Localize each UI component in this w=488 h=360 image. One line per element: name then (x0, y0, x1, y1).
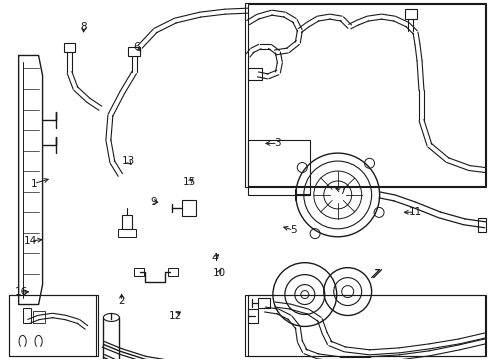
Bar (258, 298, 269, 307)
Text: 12: 12 (168, 311, 182, 320)
Bar (9, 294, 98, 356)
Text: 2: 2 (118, 296, 124, 306)
Text: 6: 6 (133, 42, 139, 51)
Text: 1: 1 (30, 179, 37, 189)
Text: 15: 15 (183, 177, 196, 187)
Bar (128, 46, 140, 57)
Bar (103, 318, 119, 360)
Bar (182, 200, 196, 216)
Bar (247, 4, 484, 186)
Bar (244, 3, 486, 187)
Text: 16: 16 (15, 287, 28, 297)
Bar (244, 294, 486, 356)
Bar (9, 294, 96, 356)
Text: 11: 11 (407, 207, 421, 217)
Bar (118, 229, 136, 237)
Bar (22, 307, 31, 323)
Ellipse shape (103, 314, 119, 321)
Bar (33, 311, 44, 323)
Bar (247, 294, 484, 356)
Text: 4: 4 (211, 253, 218, 263)
Bar (247, 140, 309, 195)
Bar (63, 42, 75, 53)
Text: 10: 10 (212, 267, 225, 278)
Bar (168, 268, 178, 276)
Bar (122, 215, 132, 229)
Text: 7: 7 (338, 186, 345, 196)
Bar (404, 9, 416, 19)
Text: 3: 3 (274, 139, 281, 148)
Bar (247, 310, 258, 323)
Text: 9: 9 (150, 197, 156, 207)
Text: 8: 8 (80, 22, 87, 32)
Bar (134, 268, 144, 276)
Text: 14: 14 (24, 236, 38, 246)
Bar (477, 218, 486, 232)
Text: 5: 5 (289, 225, 296, 235)
Text: 13: 13 (122, 156, 135, 166)
Bar (247, 68, 262, 80)
